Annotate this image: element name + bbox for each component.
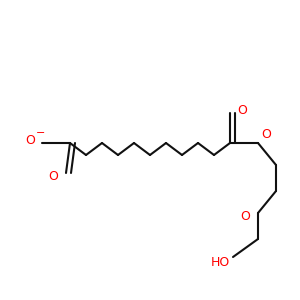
- Text: O: O: [25, 134, 35, 148]
- Text: O: O: [237, 104, 247, 118]
- Text: O: O: [240, 209, 250, 223]
- Text: O: O: [261, 128, 271, 142]
- Text: O: O: [48, 169, 58, 182]
- Text: −: −: [36, 128, 46, 138]
- Text: HO: HO: [211, 256, 230, 268]
